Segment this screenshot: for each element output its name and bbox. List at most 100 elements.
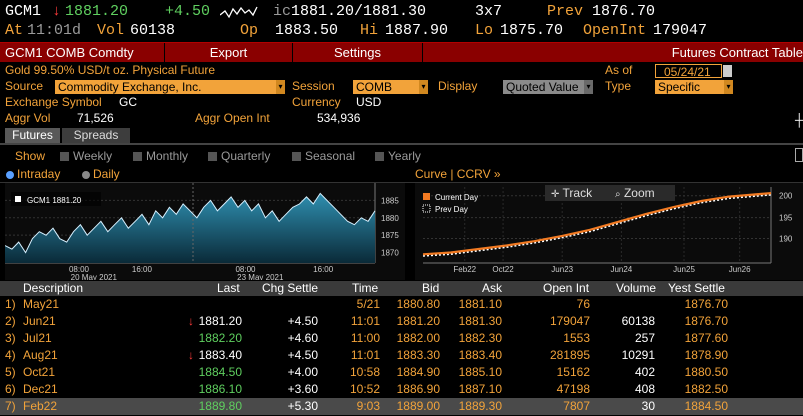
y-tick-label: 1870 <box>381 249 399 258</box>
table-row[interactable]: 5) Oct21 1884.50 +4.00 10:58 1884.90 1885.10 15… <box>0 364 803 381</box>
cell-n: 7) <box>5 399 16 413</box>
cell-last: 1881.20 <box>198 314 242 328</box>
session-dropdown[interactable]: COMB ▾ <box>353 80 428 94</box>
calendar-icon[interactable] <box>723 65 732 77</box>
y-tick-label: 200 <box>779 192 793 201</box>
curve-chart[interactable]: Current Day Prev Day 200 195 190 Feb22 Oct2… <box>415 183 803 280</box>
cell-bid: 1880.80 <box>396 297 440 311</box>
tab-spreads[interactable]: Spreads <box>62 128 130 143</box>
show-weekly[interactable]: Weekly <box>60 149 112 163</box>
col-description[interactable]: Description <box>23 281 84 295</box>
ticker-symbol: GCM1 <box>5 3 42 20</box>
intraday-label: Intraday <box>17 167 61 181</box>
ticker-change: +4.50 <box>165 3 211 20</box>
x-tick-label: Jun23 <box>551 265 573 274</box>
ticker-prev: 1876.70 <box>592 3 656 20</box>
crosshair-icon[interactable]: ┼ <box>795 113 803 127</box>
cell-desc: Jun21 <box>23 314 56 328</box>
cell-vol: 257 <box>634 331 655 345</box>
show-quarterly[interactable]: Quarterly <box>208 149 270 163</box>
col-open-int[interactable]: Open Int <box>543 281 590 295</box>
col-chg-settle[interactable]: Chg Settle <box>262 281 319 295</box>
ticker-bid-ask: 1881.20/1881.30 <box>291 3 427 20</box>
cell-n: 6) <box>5 382 16 396</box>
currency-value: USD <box>356 95 382 109</box>
cell-n: 1) <box>5 297 16 311</box>
x-tick-label: Jun26 <box>729 265 751 274</box>
ic-label: ic <box>273 3 292 20</box>
show-monthly[interactable]: Monthly <box>133 149 188 163</box>
type-label: Type <box>605 79 632 93</box>
cell-ask: 1885.10 <box>458 365 502 379</box>
cell-desc: Aug21 <box>23 348 58 362</box>
cell-last: 1883.40 <box>198 348 242 362</box>
show-weekly-label: Weekly <box>73 149 113 163</box>
down-arrow-icon: ↓ <box>52 3 62 20</box>
cell-time: 11:01 <box>350 348 380 362</box>
table-row[interactable]: 2) Jun21 ↓ 1881.20 +4.50 11:01 1881.20 1881.30 1… <box>0 313 803 330</box>
table-row[interactable]: 6) Dec21 1886.10 +3.60 10:52 1886.90 1887.10 47… <box>0 381 803 398</box>
show-yearly[interactable]: Yearly <box>375 149 421 163</box>
curve-title[interactable]: Curve | CCRV » <box>415 167 501 181</box>
session-label: Session <box>292 79 335 93</box>
show-seasonal-label: Seasonal <box>305 149 356 163</box>
show-monthly-label: Monthly <box>146 149 189 163</box>
cell-ask: 1889.30 <box>458 399 502 413</box>
col-yest-settle[interactable]: Yest Settle <box>668 281 725 295</box>
export-button[interactable]: Export <box>164 43 292 62</box>
table-row[interactable]: 4) Aug21 ↓ 1883.40 +4.50 11:01 1883.30 1883.40 2… <box>0 347 803 364</box>
vol-label: Vol <box>97 22 125 39</box>
chevron-down-icon: ▾ <box>276 80 285 94</box>
lo-label: Lo <box>475 22 494 39</box>
y-tick-label: 1880 <box>381 214 399 223</box>
cell-ask: 1883.40 <box>458 348 502 362</box>
cell-n: 4) <box>5 348 16 362</box>
sparkline-icon <box>219 5 258 24</box>
cell-yest: 1884.50 <box>684 399 728 413</box>
table-row[interactable]: 1) May21 5/21 1880.80 1881.10 76 1876.70 <box>0 296 803 313</box>
cell-time: 10:58 <box>349 365 380 379</box>
cell-time: 5/21 <box>356 297 380 311</box>
display-dropdown[interactable]: Quoted Value ▾ <box>503 80 593 94</box>
cell-bid: 1886.90 <box>396 382 440 396</box>
col-ask[interactable]: Ask <box>482 281 503 295</box>
cell-oi: 281895 <box>549 348 590 362</box>
settings-button[interactable]: Settings <box>292 43 422 62</box>
intraday-chart[interactable]: GCM1 1881.20 1885 1880 1875 1870 08:00 16:00… <box>4 183 405 282</box>
cell-arrow: ↓ <box>188 314 194 328</box>
track-button[interactable]: ✛ Track <box>551 186 592 200</box>
ticker-bar: GCM1 ↓ 1881.20 +4.50 ic 1881.20/1881.30 … <box>5 3 800 23</box>
lo-value: 1875.70 <box>500 22 564 39</box>
type-dropdown[interactable]: Specific ▾ <box>655 80 733 94</box>
cell-n: 3) <box>5 331 16 345</box>
cell-time: 10:52 <box>349 382 380 396</box>
table-row[interactable]: 3) Jul21 1882.20 +4.60 11:00 1882.00 1882.30 15… <box>0 330 803 347</box>
cell-chg: +3.60 <box>287 382 318 396</box>
tab-futures[interactable]: Futures <box>5 128 60 143</box>
ticker-stats: At 11:01d Vol 60138 Op 1883.50 Hi 1887.9… <box>5 22 803 42</box>
as-of-label: As of <box>605 63 633 77</box>
show-seasonal[interactable]: Seasonal <box>292 149 355 163</box>
cell-chg: +4.00 <box>287 365 318 379</box>
cell-time: 11:00 <box>350 331 380 345</box>
source-dropdown[interactable]: Commodity Exchange, Inc. ▾ <box>55 80 285 94</box>
col-bid[interactable]: Bid <box>422 281 440 295</box>
openint-value: 179047 <box>653 22 708 39</box>
x-tick-label: 08:00 <box>235 265 256 274</box>
zoom-button[interactable]: ⌕ Zoom <box>615 186 655 200</box>
cell-yest: 1877.60 <box>684 331 728 345</box>
col-volume[interactable]: Volume <box>616 281 657 295</box>
intraday-radio[interactable]: Intraday <box>6 167 60 181</box>
expand-icon[interactable] <box>795 148 803 162</box>
cell-bid: 1889.00 <box>396 399 440 413</box>
cell-last: 1884.50 <box>198 365 242 379</box>
col-time[interactable]: Time <box>352 281 379 295</box>
daily-radio[interactable]: Daily <box>82 167 120 181</box>
cell-arrow: ↓ <box>188 348 194 362</box>
cell-chg: +5.30 <box>287 399 318 413</box>
as-of-date-field[interactable]: 05/24/21 <box>655 64 722 79</box>
y-tick-label: 195 <box>779 214 793 223</box>
table-row[interactable]: 7) Feb22 1889.80 +5.30 9:03 1889.00 1889.30 780… <box>0 398 803 415</box>
security-description: Gold 99.50% USD/t oz. Physical Future <box>5 63 216 77</box>
col-last[interactable]: Last <box>217 281 240 295</box>
